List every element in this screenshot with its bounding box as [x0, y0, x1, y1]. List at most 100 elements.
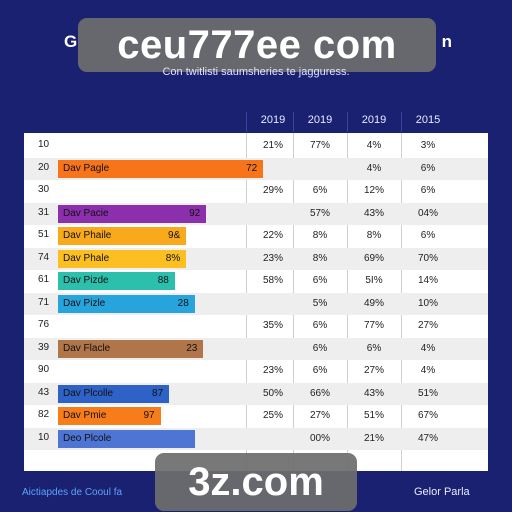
table-cell: 50% — [262, 387, 283, 399]
row-index: 76 — [38, 319, 50, 330]
year-header-separator — [246, 112, 247, 132]
table-cell: 69% — [363, 252, 384, 264]
table-cell: 77% — [363, 320, 384, 331]
row-index: 10 — [38, 431, 50, 443]
table-cell: 23% — [262, 365, 283, 376]
bar-value-label: 97 — [143, 410, 155, 421]
table-cell: 29% — [262, 185, 283, 196]
bar-value-label: 9& — [168, 230, 181, 241]
row-index: 74 — [38, 251, 50, 263]
table-cell: 6% — [312, 320, 328, 331]
row-index: 51 — [38, 229, 50, 240]
table-cell: 4% — [420, 342, 436, 354]
table-row: 10 21% 77% 4% 3% — [24, 135, 488, 157]
table-cell: 58% — [262, 275, 283, 286]
bar-value-label: 72 — [246, 162, 258, 174]
bar-value-label: 92 — [189, 207, 201, 219]
table-row: 71 Dav Pizle 28 5% 49% 10% — [24, 292, 488, 315]
table-row: 82 Dav Pmie 97 25% 27% 51% 67% — [24, 405, 488, 427]
table-cell: 14% — [417, 275, 438, 286]
row-index: 39 — [38, 341, 50, 353]
table-cell: 5I% — [365, 275, 383, 286]
table-cell: 3% — [420, 140, 436, 151]
bar — [58, 339, 204, 358]
bar-label: Dav Pacie — [63, 207, 109, 219]
chart-title-right: n — [441, 32, 452, 51]
table-cell: 10% — [417, 297, 438, 309]
table-row: 76 35% 6% 77% 27% — [24, 315, 488, 337]
bar-label: Dav Phaile — [63, 230, 112, 241]
table-cell: 25% — [262, 410, 283, 421]
bar — [58, 384, 170, 403]
year-header: 2019 — [361, 114, 387, 126]
bar — [58, 294, 195, 313]
table-cell: 47% — [417, 432, 438, 444]
row-index: 20 — [38, 161, 50, 173]
bar — [58, 407, 161, 425]
bar — [58, 204, 207, 223]
table-cell: 35% — [262, 320, 283, 331]
table-cell: 6% — [312, 275, 328, 286]
bar-value-label: 8% — [165, 252, 181, 264]
table-row: 31 Dav Pacie 92 57% 43% 04% — [24, 202, 488, 225]
table-cell: 6% — [420, 162, 436, 174]
table-cell: 00% — [309, 432, 330, 444]
table-cell: 12% — [363, 185, 384, 196]
table-cell: 67% — [417, 410, 438, 421]
table-row: 30 29% 6% 12% 6% — [24, 180, 488, 202]
table-cell: 51% — [417, 387, 438, 399]
bar-label: Dav Flacle — [63, 342, 111, 354]
table-row: 51 Dav Phaile 9& 22% 8% 8% 6% — [24, 225, 488, 247]
bar-label: Dav Phale — [63, 252, 110, 264]
table-cell: 6% — [366, 342, 382, 354]
bar-label: Deo Plcole — [63, 432, 112, 444]
chart-subtitle: Con twitlisti saumsheries te jagguress. — [162, 66, 350, 78]
table-cell: 49% — [363, 297, 384, 309]
row-index: 61 — [38, 274, 50, 285]
table-cell: 43% — [363, 207, 384, 219]
table-cell: 21% — [262, 140, 283, 151]
bar — [58, 429, 195, 448]
year-header: 2019 — [307, 114, 333, 126]
bar-label: Dav Pizle — [63, 297, 106, 309]
bar-value-label: 87 — [152, 387, 164, 399]
table-cell: 5% — [312, 297, 328, 309]
watermark-bottom: 3z.com — [155, 453, 357, 511]
table-cell: 27% — [417, 320, 438, 331]
year-header-separator — [293, 112, 294, 132]
table-cell: 6% — [312, 365, 328, 376]
table-cell: 66% — [309, 387, 330, 399]
table-cell: 22% — [262, 230, 283, 241]
table-row: 61 Dav Pizde 88 58% 6% 5I% 14% — [24, 270, 488, 292]
table-cell: 6% — [420, 185, 436, 196]
table-cell: 8% — [366, 230, 382, 241]
footer-brand: Gelor Parla — [414, 486, 470, 498]
bar — [58, 227, 187, 245]
table-row: 10 Deo Plcole 00% 21% 47% — [24, 427, 488, 450]
table-cell: 27% — [363, 365, 384, 376]
row-index: 10 — [38, 139, 50, 150]
table-cell: 70% — [417, 252, 438, 264]
table-cell: 6% — [420, 230, 436, 241]
bar — [58, 272, 175, 290]
table-cell: 04% — [417, 207, 438, 219]
watermark-top: ceu777ee com — [78, 18, 436, 72]
chart-title-left: G — [64, 32, 78, 51]
table-cell: 51% — [363, 410, 384, 421]
bar-value-label: 88 — [157, 275, 169, 286]
bar-label: Dav Pagle — [63, 162, 110, 174]
row-index: 30 — [38, 184, 50, 195]
table-cell: 77% — [309, 140, 330, 151]
row-index: 90 — [38, 364, 50, 375]
table-cell: 43% — [363, 387, 384, 399]
year-header: 2015 — [415, 114, 441, 126]
table-row: 43 Dav Plcolle 87 50% 66% 43% 51% — [24, 382, 488, 405]
table-row: 74 Dav Phale 8% 23% 8% 69% 70% — [24, 247, 488, 270]
row-index: 43 — [38, 386, 50, 398]
table-cell: 57% — [309, 207, 330, 219]
table-cell: 6% — [312, 185, 328, 196]
bar-value-label: 23 — [186, 342, 198, 354]
table-cell: 4% — [366, 162, 382, 174]
table-cell: 8% — [312, 230, 328, 241]
table-cell: 4% — [420, 365, 436, 376]
